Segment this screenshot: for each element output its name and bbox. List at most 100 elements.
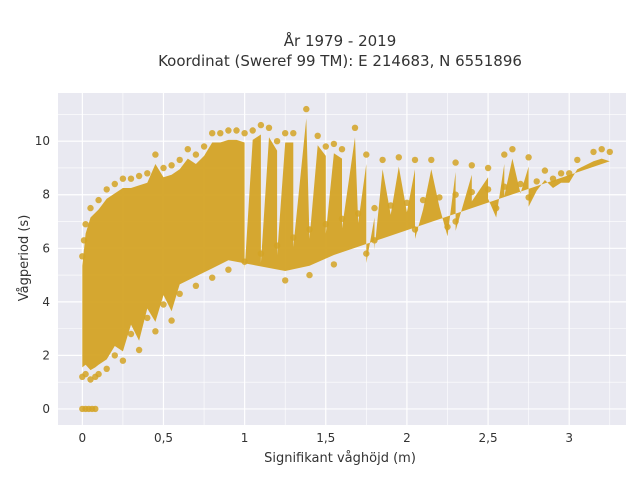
scatter-point (533, 178, 540, 185)
scatter-point (557, 170, 565, 177)
scatter-point (184, 146, 191, 153)
x-tick-label: 0 (79, 431, 87, 445)
scatter-point (265, 124, 273, 131)
scatter-point (200, 143, 208, 150)
scatter-point (351, 124, 359, 131)
scatter-point (501, 183, 508, 190)
scatter-point (273, 138, 281, 145)
scatter-point (371, 237, 378, 244)
scatter-point (135, 346, 143, 354)
scatter-point (241, 258, 248, 265)
scatter-point (306, 271, 313, 279)
scatter-point (217, 130, 224, 137)
scatter-point (127, 330, 135, 338)
y-tick-label: 6 (42, 241, 50, 255)
scatter-point (80, 237, 88, 244)
scatter-point (541, 167, 549, 174)
scatter-point (127, 175, 135, 182)
scatter-point (176, 156, 183, 164)
chart-title-line-2: Koordinat (Sweref 99 TM): E 214683, N 65… (158, 52, 522, 70)
scatter-point (322, 221, 329, 228)
scatter-point (428, 156, 435, 164)
y-tick-label: 4 (42, 295, 50, 309)
scatter-point (273, 242, 281, 249)
point-cloud-shape (82, 118, 610, 371)
point-cloud (82, 118, 610, 371)
scatter-point (493, 204, 500, 212)
scatter-point (144, 170, 151, 177)
scatter-point (330, 261, 338, 268)
scatter-point (525, 194, 532, 201)
scatter-point (314, 132, 321, 139)
scatter-point (549, 175, 557, 182)
x-tick-label: 2,5 (479, 431, 498, 445)
scatter-point (363, 151, 370, 158)
scatter-point (290, 234, 297, 241)
scatter-point (509, 146, 516, 153)
scatter-point (192, 282, 200, 289)
scatter-point (338, 146, 346, 153)
x-tick-label: 1 (241, 431, 249, 445)
scatter-point (103, 186, 110, 193)
scatter-point (233, 127, 240, 134)
scatter-point (144, 314, 151, 322)
scatter-point (484, 186, 492, 193)
chart-title-line-1: År 1979 - 2019 (284, 31, 397, 50)
scatter-point (241, 130, 248, 137)
scatter-point (452, 218, 459, 225)
scatter-point (484, 164, 492, 172)
scatter-point (111, 352, 119, 359)
scatter-point (160, 164, 167, 172)
scatter-point (574, 156, 581, 164)
scatter-point (501, 151, 508, 158)
scatter-point (209, 130, 216, 137)
scatter-point (468, 162, 475, 169)
x-tick-label: 1,5 (316, 431, 335, 445)
scatter-point (192, 151, 200, 158)
scatter-point (225, 266, 232, 273)
scatter-point (282, 277, 289, 284)
scatter-point (322, 143, 329, 150)
scatter-point (168, 162, 175, 169)
y-tick-label: 10 (35, 134, 50, 148)
scatter-point (135, 172, 143, 180)
scatter-point (87, 204, 94, 212)
y-axis-title: Vågperiod (s) (17, 215, 32, 302)
scatter-point (160, 301, 167, 308)
scatter-point (257, 121, 265, 129)
y-tick-label: 0 (42, 402, 50, 416)
scatter-point (303, 105, 310, 113)
scatter-point (411, 226, 419, 233)
x-tick-label: 2 (403, 431, 411, 445)
scatter-point (249, 127, 256, 134)
scatter-point (87, 376, 94, 383)
scatter-point (411, 156, 419, 164)
scatter-point (306, 226, 313, 233)
scatter-point (119, 175, 127, 182)
x-tick-label: 3 (565, 431, 573, 445)
x-axis-title: Signifikant våghöjd (m) (264, 451, 416, 466)
scatter-point (95, 196, 102, 204)
tick-labels: 0 0,5 1 1,5 2 2,5 3 0 2 4 6 8 10 (35, 134, 573, 445)
scatter-point (92, 405, 99, 413)
scatter-point (363, 250, 370, 257)
scatter-point (82, 370, 89, 378)
scatter-point (379, 156, 386, 164)
scatter-point (598, 146, 605, 153)
scatter-point (95, 370, 102, 378)
x-tick-label: 0,5 (154, 431, 173, 445)
y-tick-label: 2 (42, 348, 50, 362)
scatter-point (152, 328, 159, 335)
scatter-point (330, 140, 338, 148)
scatter-point (444, 223, 451, 231)
scatter-point (209, 274, 216, 281)
scatter-point (225, 127, 232, 134)
scatter-point (79, 253, 86, 260)
scatter-point (387, 202, 394, 209)
scatter-point (355, 210, 362, 217)
scatter-point (525, 154, 532, 161)
scatter-point (152, 151, 159, 158)
scatter-point (468, 188, 475, 196)
